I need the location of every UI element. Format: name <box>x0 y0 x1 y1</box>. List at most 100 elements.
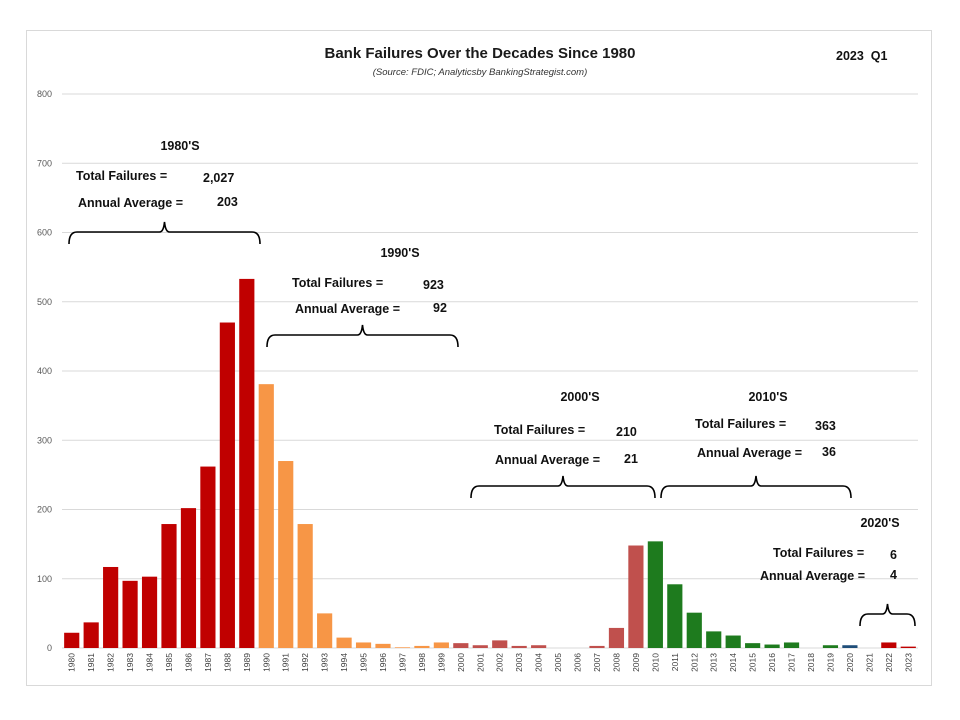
x-tick-label: 2003 <box>514 653 524 672</box>
x-tick-label: 2006 <box>573 653 583 672</box>
decade-brace <box>266 324 459 348</box>
bar-1981 <box>83 622 99 648</box>
x-tick-label: 1994 <box>339 653 349 672</box>
x-tick-label: 2002 <box>495 653 505 672</box>
x-tick-label: 1999 <box>436 653 446 672</box>
bar-1997 <box>394 647 411 648</box>
decade-label: 2010'S <box>748 390 787 404</box>
bar-1989 <box>239 278 255 648</box>
annual-average-value: 203 <box>217 195 238 209</box>
x-tick-label: 1993 <box>320 653 330 672</box>
bar-2019 <box>822 645 839 648</box>
total-failures-label: Total Failures = <box>695 417 786 431</box>
decade-label: 1980'S <box>160 139 199 153</box>
annual-average-label: Annual Average = <box>760 569 865 583</box>
decade-annotation-2010s: 2010'S Total Failures = 363 Annual Average … <box>660 390 852 499</box>
x-tick-label: 2011 <box>670 653 680 672</box>
decade-annotation-1980s: 1980'S Total Failures = 2,027 Annual Averag… <box>68 139 261 245</box>
bar-2013 <box>706 631 722 648</box>
annual-average-value: 21 <box>624 452 638 466</box>
annual-average-label: Annual Average = <box>495 453 600 467</box>
x-tick-label: 1988 <box>222 653 232 672</box>
bar-1986 <box>180 508 197 648</box>
x-tick-label: 1987 <box>203 653 213 672</box>
x-tick-label: 2008 <box>611 653 621 672</box>
bar-1993 <box>317 613 333 649</box>
decade-annotations: 1980'S Total Failures = 2,027 Annual Averag… <box>68 139 916 627</box>
decade-brace <box>470 475 656 499</box>
bar-2011 <box>667 584 683 648</box>
x-tick-label: 1981 <box>86 653 96 672</box>
bar-1987 <box>200 466 216 648</box>
x-tick-label: 2001 <box>475 653 485 672</box>
y-tick-label: 600 <box>37 228 52 238</box>
bar-2020 <box>842 645 858 648</box>
bar-2009 <box>628 545 644 648</box>
x-tick-label: 2021 <box>864 653 874 672</box>
x-tick-label: 1980 <box>67 653 77 672</box>
chart-title: Bank Failures Over the Decades Since 198… <box>325 45 636 62</box>
bar-2012 <box>686 612 702 648</box>
total-failures-value: 363 <box>815 419 836 433</box>
total-failures-label: Total Failures = <box>292 276 383 290</box>
total-failures-label: Total Failures = <box>494 423 585 437</box>
bar-2007 <box>589 645 605 648</box>
period-label: 2023 Q1 <box>836 49 887 63</box>
x-tick-label: 1982 <box>106 653 116 672</box>
decade-annotation-1990s: 1990'S Total Failures = 923 Annual Average … <box>266 246 459 348</box>
annual-average-value: 92 <box>433 301 447 315</box>
x-tick-label: 1998 <box>417 653 427 672</box>
y-tick-label: 300 <box>37 435 52 445</box>
x-tick-label: 2023 <box>903 653 913 672</box>
x-tick-label: 1989 <box>242 653 252 672</box>
decade-label: 2020'S <box>860 516 899 530</box>
annual-average-value: 36 <box>822 445 836 459</box>
x-tick-label: 1990 <box>261 653 271 672</box>
bar-2014 <box>725 635 741 648</box>
bar-2002 <box>492 640 508 648</box>
y-axis-ticks: 0 100 200 300 400 500 600 700 800 <box>37 89 52 653</box>
x-tick-label: 2009 <box>631 653 641 672</box>
annual-average-label: Annual Average = <box>78 196 183 210</box>
total-failures-label: Total Failures = <box>76 169 167 183</box>
y-tick-label: 500 <box>37 297 52 307</box>
x-tick-label: 2000 <box>456 653 466 672</box>
x-tick-label: 2018 <box>806 653 816 672</box>
x-tick-label: 1986 <box>183 653 193 672</box>
bar-2008 <box>608 627 625 648</box>
x-tick-label: 2013 <box>709 653 719 672</box>
x-tick-label: 2016 <box>767 653 777 672</box>
y-tick-label: 100 <box>37 574 52 584</box>
decade-annotation-2000s: 2000'S Total Failures = 210 Annual Average … <box>470 390 656 499</box>
decade-label: 2000'S <box>560 390 599 404</box>
x-tick-label: 2004 <box>534 653 544 672</box>
x-tick-label: 2010 <box>650 653 660 672</box>
bar-2015 <box>745 643 761 648</box>
bar-1992 <box>297 524 313 648</box>
x-tick-label: 1991 <box>281 653 291 672</box>
annual-average-label: Annual Average = <box>295 302 400 316</box>
bar-2023 <box>900 646 916 648</box>
bars <box>64 278 916 649</box>
decade-brace <box>660 475 852 499</box>
bar-1988 <box>219 322 235 648</box>
x-tick-label: 2012 <box>689 653 699 672</box>
bar-1998 <box>414 645 430 648</box>
x-tick-label: 1996 <box>378 653 388 672</box>
bar-1985 <box>161 524 177 648</box>
y-tick-label: 200 <box>37 505 52 515</box>
total-failures-value: 923 <box>423 278 444 292</box>
x-tick-label: 2014 <box>728 653 738 672</box>
x-tick-label: 2007 <box>592 653 602 672</box>
x-tick-label: 1985 <box>164 653 174 672</box>
total-failures-label: Total Failures = <box>773 546 864 560</box>
bar-1996 <box>375 643 391 648</box>
x-tick-label: 2022 <box>884 653 894 672</box>
x-tick-label: 1984 <box>145 653 155 672</box>
bar-1991 <box>278 461 294 648</box>
bar-2003 <box>511 645 527 648</box>
y-tick-label: 700 <box>37 158 52 168</box>
annual-average-label: Annual Average = <box>697 446 802 460</box>
total-failures-value: 2,027 <box>203 171 234 185</box>
y-tick-label: 400 <box>37 366 52 376</box>
